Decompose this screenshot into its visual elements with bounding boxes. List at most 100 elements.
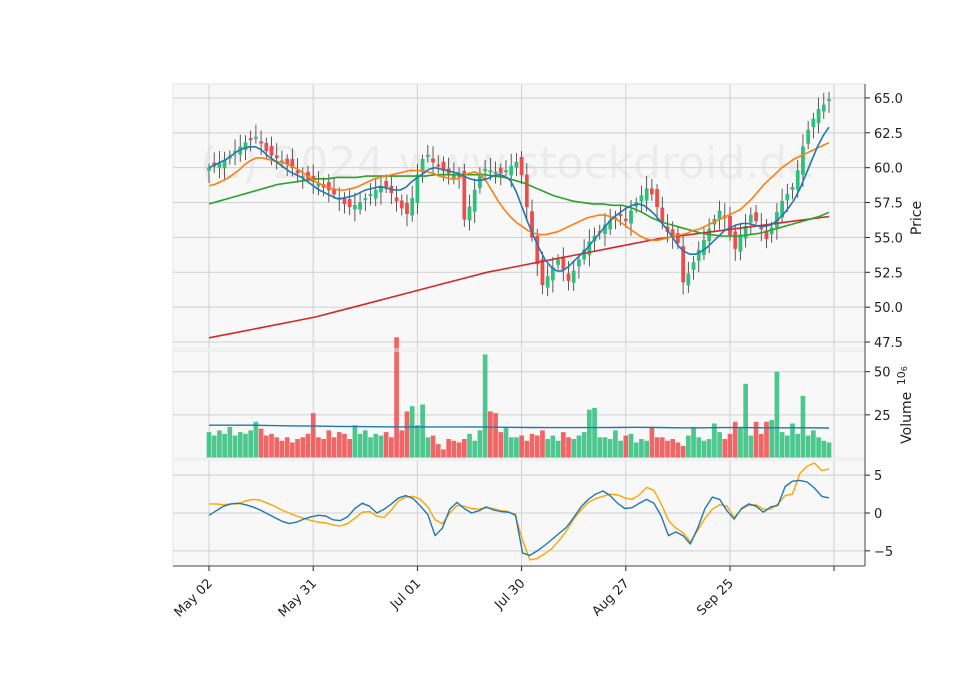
volume-bar — [607, 439, 613, 458]
x-tick-label: Jul 30 — [491, 576, 528, 613]
candle-body — [738, 234, 743, 252]
grid-lines — [173, 84, 865, 566]
candle-body — [347, 199, 352, 207]
volume-bar — [274, 437, 280, 458]
volume-bar — [613, 430, 618, 458]
volume-bar — [618, 440, 623, 458]
volume-bar — [566, 437, 571, 458]
volume-bar — [498, 432, 504, 458]
candle-body — [332, 189, 336, 195]
volume-bar — [456, 442, 462, 458]
volume-bar — [279, 440, 285, 458]
volume-bar — [217, 430, 222, 458]
x-axis-ticks: May 02 May 31 Jul 01 Jul 30 Aug 27 Sep 25 — [172, 566, 835, 620]
candle-body — [368, 193, 373, 196]
volume-bar — [477, 430, 483, 458]
volume-bar — [451, 440, 457, 458]
volume-bar — [290, 442, 295, 458]
candle-body — [509, 166, 514, 176]
price-tick-label: 55.0 — [874, 231, 903, 246]
candle-body — [295, 170, 300, 174]
volume-bar — [441, 449, 446, 458]
candle-body — [498, 167, 503, 174]
macd-tick-label: 0 — [874, 507, 882, 522]
volume-bar — [446, 439, 452, 458]
volume-bar — [717, 432, 722, 458]
volume-bar — [232, 435, 238, 458]
volume-bar — [784, 435, 790, 458]
indicator-lines — [208, 126, 830, 561]
volume-bar — [357, 433, 363, 458]
volume-bar — [779, 432, 785, 458]
volume-bar — [571, 439, 577, 458]
ma-short-line — [208, 126, 830, 272]
candle-body — [764, 230, 769, 240]
candle-body — [811, 118, 816, 128]
candle-body — [415, 174, 420, 204]
volume-bar — [472, 440, 478, 458]
volume-bar — [206, 432, 212, 458]
candle-body — [571, 270, 576, 283]
price-tick-label: 52.5 — [874, 266, 903, 281]
candle-body — [649, 188, 654, 195]
macd-tick-label: −5 — [874, 545, 893, 560]
volume-bar — [805, 435, 811, 458]
candle-body — [493, 171, 498, 175]
volume-bar — [696, 437, 702, 458]
candle-body — [524, 174, 529, 207]
candle-body — [577, 259, 581, 267]
candle-body — [353, 205, 357, 210]
candle-body — [754, 212, 758, 221]
candle-body — [785, 193, 790, 201]
volume-bar — [248, 430, 254, 458]
x-tick-label: Aug 27 — [589, 576, 632, 619]
candle-body — [644, 188, 649, 201]
volume-bar — [425, 437, 431, 458]
ma-mid-line — [208, 141, 830, 241]
candle-body — [462, 170, 467, 220]
volume-bar — [331, 437, 337, 458]
volume-bar — [701, 440, 707, 458]
volume-bar — [581, 432, 587, 458]
volume-bar — [368, 437, 373, 458]
macd-line — [208, 479, 830, 557]
volume-bar — [347, 439, 353, 458]
volume-bar — [534, 435, 540, 458]
volume-bar — [263, 435, 269, 458]
volume-bar — [764, 421, 769, 458]
candle-body — [582, 249, 586, 260]
volume-bar — [342, 433, 347, 458]
candle-body — [780, 200, 784, 218]
volume-bar — [362, 430, 368, 458]
candle-body — [373, 189, 378, 199]
candle-body — [540, 259, 545, 286]
candle-body — [472, 189, 477, 212]
volume-bar — [394, 337, 399, 458]
volume-ma-line — [209, 424, 830, 429]
volume-bar — [389, 437, 394, 458]
candle-body — [436, 164, 441, 167]
volume-bar — [461, 439, 467, 458]
candle-body — [243, 142, 248, 151]
volume-bar — [321, 439, 326, 458]
candle-body — [420, 159, 425, 173]
candle-body — [326, 182, 331, 191]
volume-bar — [227, 426, 233, 458]
price-tick-label: 62.5 — [874, 127, 903, 142]
candle-body — [691, 262, 696, 270]
volume-bar — [560, 432, 566, 458]
candle-body — [748, 214, 753, 223]
candle-body — [790, 186, 795, 190]
volume-bar — [243, 433, 248, 458]
volume-bar — [706, 439, 712, 458]
volume-bar — [326, 430, 332, 458]
candle-body — [827, 99, 831, 102]
candle-body — [801, 146, 805, 175]
volume-bar — [602, 437, 608, 458]
volume-bar — [435, 444, 441, 458]
x-tick-label: Sep 25 — [694, 576, 737, 619]
macd-tick-label: 5 — [874, 469, 882, 484]
volume-bar — [399, 430, 405, 458]
candle-body — [535, 235, 540, 265]
